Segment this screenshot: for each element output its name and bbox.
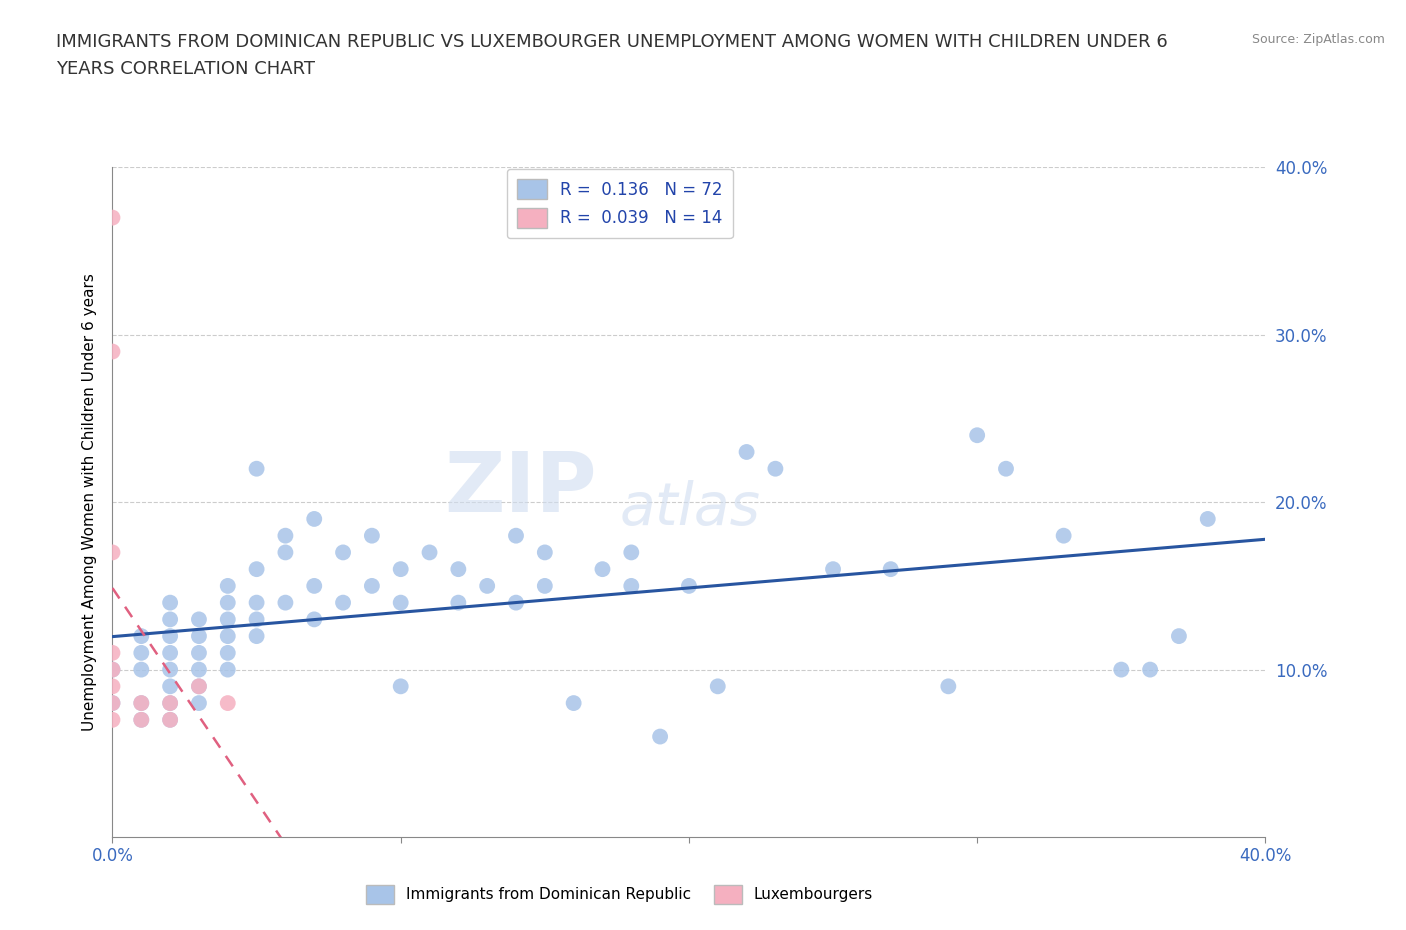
Point (129, 696, 153, 711)
Point (274, 545, 297, 560)
Text: YEARS CORRELATION CHART: YEARS CORRELATION CHART (56, 60, 315, 78)
Y-axis label: Unemployment Among Women with Children Under 6 years: Unemployment Among Women with Children U… (82, 273, 97, 731)
Text: Source: ZipAtlas.com: Source: ZipAtlas.com (1251, 33, 1385, 46)
Point (447, 595, 470, 610)
Point (129, 629, 153, 644)
Point (304, 578, 326, 593)
Point (648, 729, 672, 744)
Point (129, 712, 153, 727)
Point (245, 595, 267, 610)
Point (706, 679, 728, 694)
Point (101, 662, 124, 677)
Point (765, 461, 787, 476)
Point (188, 679, 211, 694)
Point (1197, 512, 1219, 526)
Point (159, 662, 181, 677)
Point (159, 595, 181, 610)
Point (188, 612, 211, 627)
Point (592, 562, 614, 577)
Point (447, 562, 470, 577)
Point (620, 545, 643, 560)
Point (245, 612, 267, 627)
Point (1167, 629, 1189, 644)
Point (217, 595, 239, 610)
Point (217, 662, 239, 677)
Point (188, 679, 211, 694)
Point (188, 696, 211, 711)
Point (389, 679, 412, 694)
Point (562, 696, 585, 711)
Point (101, 344, 124, 359)
Point (360, 528, 382, 543)
Point (533, 578, 555, 593)
Point (360, 578, 382, 593)
Point (101, 545, 124, 560)
Point (101, 679, 124, 694)
Point (678, 578, 700, 593)
Point (217, 645, 239, 660)
Point (101, 662, 124, 677)
Point (245, 562, 267, 577)
Point (159, 712, 181, 727)
Point (821, 562, 844, 577)
Point (159, 645, 181, 660)
Point (1111, 662, 1133, 677)
Text: ZIP: ZIP (444, 448, 596, 529)
Point (533, 545, 555, 560)
Point (101, 645, 124, 660)
Point (217, 696, 239, 711)
Point (304, 512, 326, 526)
Point (1052, 528, 1074, 543)
Point (389, 595, 412, 610)
Point (245, 629, 267, 644)
Point (129, 645, 153, 660)
Point (419, 545, 441, 560)
Point (274, 528, 297, 543)
Point (188, 645, 211, 660)
Point (274, 595, 297, 610)
Point (159, 696, 181, 711)
Point (159, 712, 181, 727)
Point (936, 679, 959, 694)
Point (188, 662, 211, 677)
Point (475, 578, 498, 593)
Point (735, 445, 758, 459)
Point (101, 696, 124, 711)
Point (245, 461, 267, 476)
Point (159, 696, 181, 711)
Point (217, 612, 239, 627)
Point (966, 428, 988, 443)
Point (129, 696, 153, 711)
Point (332, 595, 354, 610)
Point (995, 461, 1018, 476)
Point (129, 662, 153, 677)
Point (620, 578, 643, 593)
Point (159, 629, 181, 644)
Point (1139, 662, 1161, 677)
Point (217, 629, 239, 644)
Text: atlas: atlas (620, 481, 761, 538)
Point (159, 679, 181, 694)
Point (159, 612, 181, 627)
Point (389, 562, 412, 577)
Point (505, 595, 527, 610)
Point (101, 712, 124, 727)
Legend: Immigrants from Dominican Republic, Luxembourgers: Immigrants from Dominican Republic, Luxe… (360, 879, 879, 910)
Point (332, 545, 354, 560)
Point (129, 712, 153, 727)
Point (188, 629, 211, 644)
Point (505, 528, 527, 543)
Point (217, 578, 239, 593)
Point (304, 612, 326, 627)
Text: IMMIGRANTS FROM DOMINICAN REPUBLIC VS LUXEMBOURGER UNEMPLOYMENT AMONG WOMEN WITH: IMMIGRANTS FROM DOMINICAN REPUBLIC VS LU… (56, 33, 1168, 50)
Point (101, 210, 124, 225)
Point (880, 562, 903, 577)
Point (101, 696, 124, 711)
